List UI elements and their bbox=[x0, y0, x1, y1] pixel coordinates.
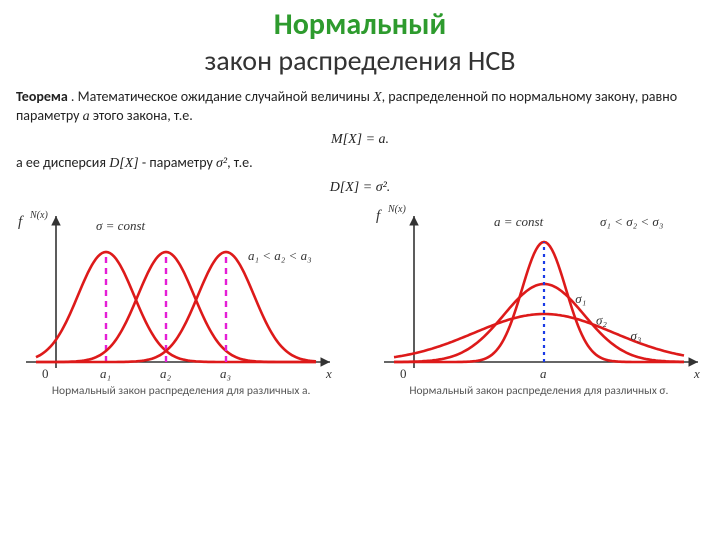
left-chart: a₁ a₂ a₃ f N(x) σ = const a₁ < a₂ < a₃ 0 x bbox=[16, 202, 346, 382]
charts-row: a₁ a₂ a₃ f N(x) σ = const a₁ < a₂ < a₃ 0 x Норма… bbox=[16, 202, 704, 398]
right-chart-box: σ₁ σ₂ σ₃ f N(x) a = const σ₁ < σ₂ < σ₃ 0 a x Норм… bbox=[374, 202, 704, 398]
a-const-label: a = const bbox=[494, 214, 544, 229]
title-rest-text: закон распределения НСВ bbox=[204, 43, 515, 78]
sigma-const-label: σ = const bbox=[96, 218, 146, 233]
normal-curve bbox=[36, 252, 316, 362]
formula-M: M[X] = a. bbox=[16, 132, 704, 148]
origin-label: 0 bbox=[400, 366, 407, 381]
disp-sigma2: σ² bbox=[216, 156, 227, 171]
disp-text1: а ее дисперсия bbox=[16, 154, 106, 171]
a-tick: a bbox=[540, 366, 547, 381]
theorem-block: Теорема . Математическое ожидание случай… bbox=[16, 88, 704, 126]
normal-curve bbox=[394, 284, 684, 362]
a-ineq-label: a₁ < a₂ < a₃ bbox=[248, 248, 312, 263]
sigma-ineq-label: σ₁ < σ₂ < σ₃ bbox=[600, 214, 663, 229]
dispersion-block: а ее дисперсия D[X] - параметру σ², т.е. bbox=[16, 154, 704, 173]
theorem-text1: Математическое ожидание случайной величи… bbox=[78, 88, 370, 105]
left-caption: Нормальный закон распределения для разли… bbox=[16, 384, 346, 398]
left-chart-box: a₁ a₂ a₃ f N(x) σ = const a₁ < a₂ < a₃ 0 x Норма… bbox=[16, 202, 346, 398]
x-axis-label: x bbox=[693, 366, 700, 381]
sigma-curve-label: σ₂ bbox=[596, 312, 607, 327]
y-axis-label: f bbox=[18, 214, 24, 230]
title-accent-text: Нормальный bbox=[274, 6, 446, 43]
y-axis-label: f bbox=[376, 208, 382, 224]
right-chart: σ₁ σ₂ σ₃ f N(x) a = const σ₁ < σ₂ < σ₃ 0 a x bbox=[374, 202, 704, 382]
theorem-text3: этого закона, т.е. bbox=[93, 107, 193, 124]
normal-curve bbox=[36, 252, 316, 362]
page-title-rest: закон распределения НСВ bbox=[16, 43, 704, 78]
formula-D: D[X] = σ². bbox=[16, 180, 704, 196]
y-axis-sup: N(x) bbox=[29, 210, 48, 221]
y-axis-sup: N(x) bbox=[387, 204, 406, 215]
disp-text2: - параметру bbox=[142, 154, 213, 171]
normal-curve bbox=[36, 252, 316, 362]
theorem-dot: . bbox=[71, 88, 78, 105]
page-title-accent: Нормальный bbox=[16, 6, 704, 43]
origin-label: 0 bbox=[42, 366, 49, 381]
x-axis-label: x bbox=[325, 366, 332, 381]
disp-DX: D[X] bbox=[109, 156, 139, 171]
disp-text3: , т.е. bbox=[227, 154, 253, 171]
theorem-a: a bbox=[83, 109, 90, 124]
a-tick: a₁ bbox=[100, 366, 111, 381]
theorem-X: X bbox=[373, 90, 382, 105]
a-tick: a₃ bbox=[220, 366, 231, 381]
theorem-label: Теорема bbox=[16, 88, 68, 105]
right-caption: Нормальный закон распределения для разли… bbox=[374, 384, 704, 398]
sigma-curve-label: σ₃ bbox=[630, 328, 641, 343]
a-tick: a₂ bbox=[160, 366, 172, 381]
sigma-curve-label: σ₁ bbox=[575, 291, 586, 306]
